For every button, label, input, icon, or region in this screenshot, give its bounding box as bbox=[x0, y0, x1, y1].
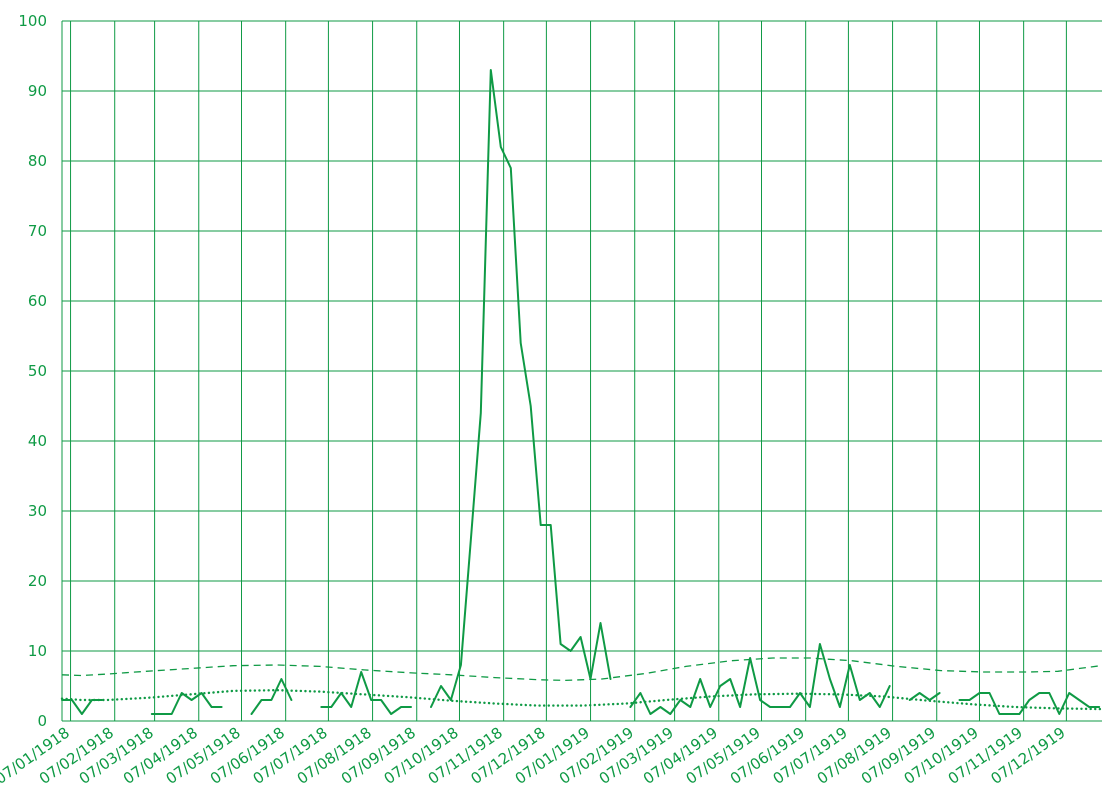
y-tick-label: 70 bbox=[28, 222, 47, 240]
series-line-solid bbox=[958, 692, 1101, 715]
series-line-dashed bbox=[61, 657, 1101, 682]
series-line-solid bbox=[908, 692, 941, 701]
y-tick-label: 30 bbox=[28, 502, 47, 520]
y-tick-label: 10 bbox=[28, 642, 47, 660]
series-line-solid bbox=[150, 692, 223, 715]
y-axis-ticks: 0 10 20 30 40 50 60 70 80 90 100 bbox=[18, 12, 47, 730]
series-solid bbox=[61, 69, 1101, 715]
y-tick-label: 20 bbox=[28, 572, 47, 590]
y-tick-label: 50 bbox=[28, 362, 47, 380]
y-tick-label: 0 bbox=[37, 712, 47, 730]
y-tick-label: 100 bbox=[18, 12, 47, 30]
gridlines bbox=[61, 20, 1102, 722]
y-tick-label: 80 bbox=[28, 152, 47, 170]
series-line-solid bbox=[320, 671, 412, 715]
series-dashed bbox=[61, 657, 1101, 682]
y-tick-label: 90 bbox=[28, 82, 47, 100]
series-line-solid bbox=[629, 643, 891, 715]
y-tick-label: 60 bbox=[28, 292, 47, 310]
series-line-dotted bbox=[60, 689, 1102, 711]
series-line-solid bbox=[250, 678, 293, 715]
y-tick-label: 40 bbox=[28, 432, 47, 450]
series-dotted bbox=[60, 689, 1102, 711]
series-layer bbox=[60, 69, 1102, 715]
series-line-solid bbox=[430, 69, 612, 708]
